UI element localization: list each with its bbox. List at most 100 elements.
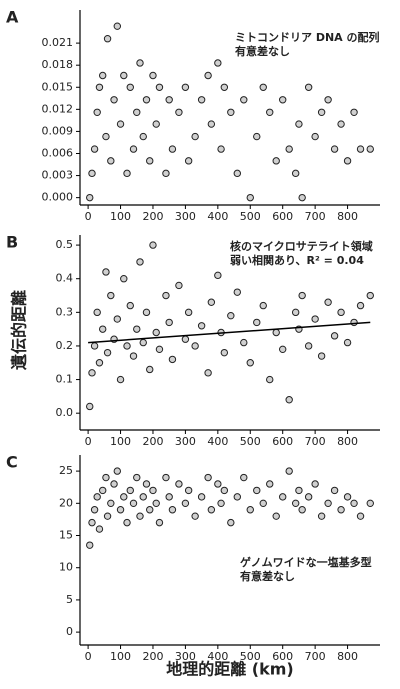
annotation: ミトコンドリア DNA の配列 — [235, 30, 380, 44]
point — [142, 480, 151, 488]
point — [324, 96, 332, 104]
point — [86, 402, 94, 411]
x-tick-label: 200 — [142, 435, 163, 448]
point — [311, 132, 319, 141]
point — [191, 132, 199, 141]
point — [99, 71, 107, 80]
point — [311, 315, 319, 323]
point — [175, 281, 183, 290]
point — [220, 348, 229, 357]
point — [162, 169, 170, 178]
point — [366, 291, 374, 300]
point — [86, 193, 94, 202]
point — [184, 308, 193, 317]
y-tick-label: 0.018 — [42, 58, 74, 71]
point — [343, 493, 352, 501]
point — [272, 512, 280, 520]
x-tick-label: 300 — [175, 650, 196, 663]
point — [291, 169, 300, 178]
point — [123, 518, 131, 527]
point — [136, 258, 144, 266]
point — [217, 499, 225, 508]
point — [356, 145, 365, 153]
y-tick-label: 0.009 — [42, 124, 74, 137]
y-tick-label: 0.3 — [56, 305, 74, 318]
x-tick-label: 500 — [240, 435, 261, 448]
point — [191, 512, 199, 520]
point — [120, 493, 128, 501]
annotation: 有意差なし — [240, 569, 295, 583]
point — [311, 480, 319, 488]
point — [220, 83, 229, 91]
point — [233, 493, 241, 501]
point — [168, 506, 177, 514]
point — [337, 506, 345, 514]
point — [88, 518, 96, 527]
point — [220, 486, 229, 495]
y-tick-label: 0 — [66, 625, 73, 638]
point — [175, 108, 183, 116]
point — [272, 328, 280, 337]
point — [266, 108, 274, 116]
point — [120, 71, 128, 80]
point — [266, 480, 274, 488]
point — [110, 96, 118, 104]
y-tick-label: 15 — [59, 529, 73, 542]
point — [136, 59, 144, 67]
point — [266, 375, 274, 384]
x-tick-label: 100 — [110, 650, 131, 663]
y-tick-label: 5 — [66, 593, 73, 606]
point — [155, 83, 164, 91]
point — [285, 145, 293, 153]
point — [168, 145, 177, 153]
point — [129, 145, 138, 153]
point — [175, 480, 183, 488]
point — [207, 120, 216, 128]
annotation: 弱い相関あり、R² = 0.04 — [230, 253, 364, 267]
x-tick-label: 700 — [305, 435, 326, 448]
point — [136, 512, 144, 520]
point — [279, 96, 287, 104]
point — [110, 480, 118, 488]
point — [227, 518, 235, 527]
y-tick-label: 0.1 — [56, 373, 74, 386]
point — [184, 157, 193, 165]
point — [330, 332, 339, 340]
point — [191, 342, 199, 350]
point — [304, 493, 313, 501]
point — [133, 108, 141, 116]
point — [102, 268, 110, 276]
point — [343, 157, 352, 165]
point — [102, 132, 110, 141]
point — [214, 271, 222, 280]
point — [155, 518, 164, 527]
point — [107, 499, 115, 508]
point — [204, 71, 212, 80]
point — [86, 541, 94, 549]
point — [304, 342, 313, 350]
x-tick-label: 300 — [175, 210, 196, 223]
point — [207, 506, 216, 514]
x-tick-label: 400 — [207, 435, 228, 448]
point — [103, 348, 112, 357]
point — [129, 352, 138, 360]
point — [146, 506, 154, 514]
point — [350, 318, 358, 327]
x-tick-label: 800 — [337, 210, 358, 223]
point — [152, 328, 160, 337]
x-tick-label: 400 — [207, 650, 228, 663]
point — [88, 369, 96, 377]
point — [95, 83, 104, 91]
point — [168, 355, 177, 364]
point — [304, 83, 313, 91]
x-tick-label: 0 — [85, 210, 92, 223]
x-axis-label: 地理的距離 (km) — [166, 660, 294, 679]
point — [295, 486, 303, 495]
point — [139, 338, 147, 347]
x-tick-label: 100 — [110, 210, 131, 223]
point — [93, 108, 101, 116]
point — [181, 499, 190, 508]
point — [233, 288, 241, 296]
point — [317, 108, 326, 116]
point — [152, 120, 160, 128]
